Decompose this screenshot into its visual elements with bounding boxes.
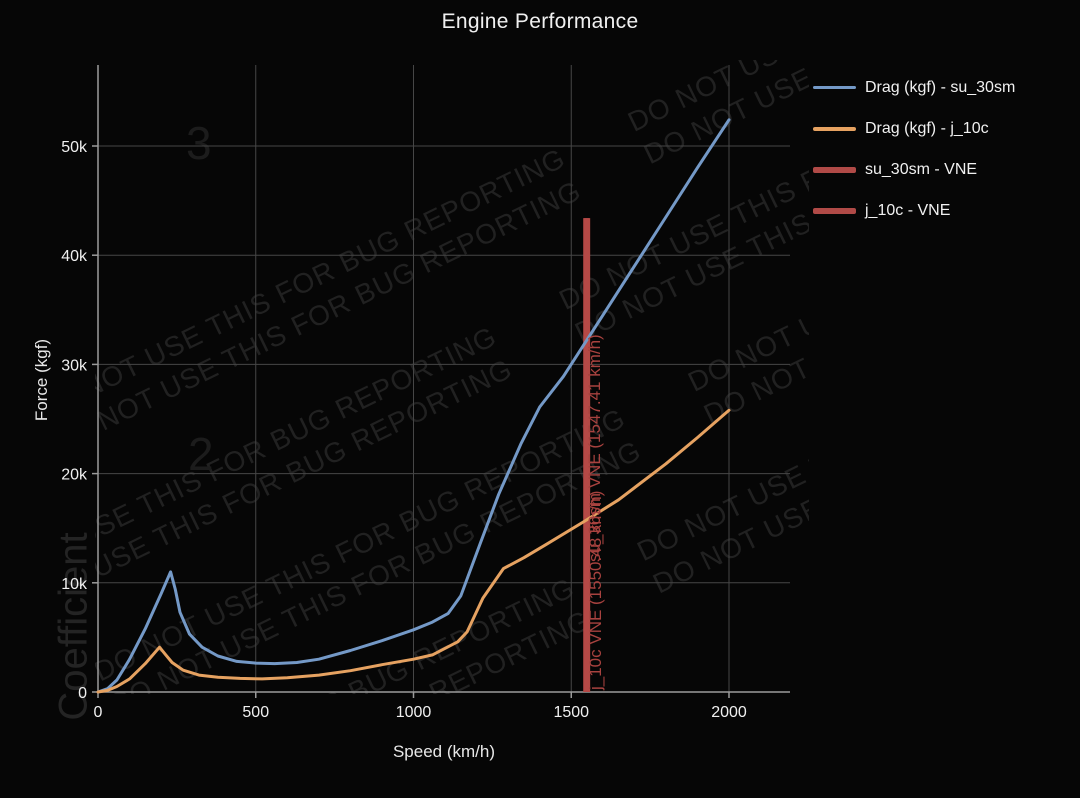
legend-label: Drag (kgf) - su_30sm xyxy=(865,78,1016,96)
page-title: Engine Performance xyxy=(441,10,639,33)
vne-annotation: su_30sm VNE (1547.41 km/h) xyxy=(585,334,604,562)
x-axis-title: Speed (km/h) xyxy=(392,742,496,761)
y-axis-title: Force (kgf) xyxy=(32,338,51,422)
y-tick-label: 0 xyxy=(78,685,87,702)
y-tick-label: 30k xyxy=(61,357,88,374)
drag-curve xyxy=(96,118,731,694)
faint-digit: 3 xyxy=(186,117,212,169)
y-tick-label: 20k xyxy=(61,467,88,484)
x-tick-label: 500 xyxy=(242,704,269,721)
legend-line-swatch-icon xyxy=(813,86,856,89)
y-tick-label: 10k xyxy=(61,576,88,593)
x-tick-label: 0 xyxy=(94,704,103,721)
legend-line-swatch-icon xyxy=(813,207,856,214)
legend-item[interactable]: j_10c - VNE xyxy=(813,190,1015,231)
legend-item[interactable]: su_30sm - VNE xyxy=(813,149,1015,190)
legend-label: j_10c - VNE xyxy=(865,201,951,219)
vne-annotation: j_10c VNE (1550.48 km/h) xyxy=(586,491,605,691)
x-tick-label: 1000 xyxy=(396,704,432,721)
legend-label: Drag (kgf) - j_10c xyxy=(865,119,989,137)
legend-item[interactable]: Drag (kgf) - su_30sm xyxy=(813,67,1015,108)
drag-curve xyxy=(96,408,731,694)
x-tick-label: 2000 xyxy=(711,704,747,721)
legend-line-swatch-icon xyxy=(813,126,856,131)
legend-label: su_30sm - VNE xyxy=(865,160,978,178)
y-tick-label: 50k xyxy=(61,139,88,156)
y-tick-label: 40k xyxy=(61,248,88,265)
x-tick-label: 1500 xyxy=(553,704,589,721)
legend-item[interactable]: Drag (kgf) - j_10c xyxy=(813,108,1015,149)
faint-digit: 2 xyxy=(188,428,214,480)
legend-line-swatch-icon xyxy=(813,166,856,173)
